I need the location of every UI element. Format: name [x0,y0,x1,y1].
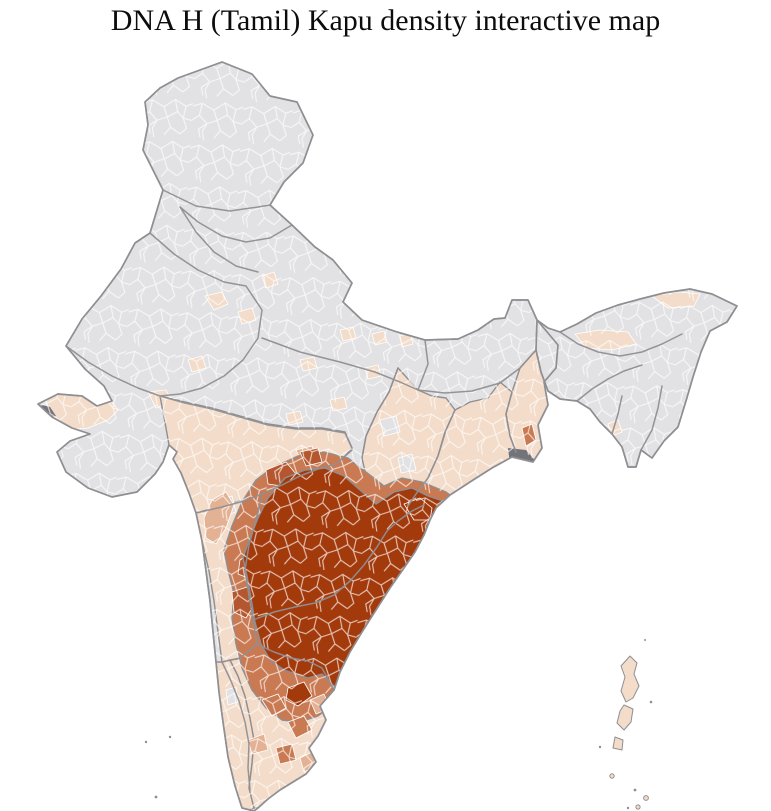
island-dot-2 [649,700,653,704]
island-lakshadweep-1[interactable] [144,740,148,744]
district-borders-overlay [38,62,737,811]
island-lakshadweep-3[interactable] [154,795,158,799]
lakshadweep-islands[interactable] [144,735,172,799]
district-tn-nodata[interactable] [325,701,339,719]
island-dot-3 [633,788,637,792]
coastline-northeast [535,288,738,468]
island-south-andaman[interactable] [616,704,634,731]
state-borders [65,189,683,791]
island-dot-4 [626,806,630,810]
choropleth-regions [38,62,737,811]
island-little-andaman[interactable] [612,736,624,751]
coastline-mainland [37,61,559,811]
island-dot-5 [598,745,602,749]
island-nicobar-2[interactable] [635,804,641,810]
island-north-andaman[interactable] [620,655,640,703]
india-choropleth-map[interactable] [0,55,771,811]
island-car-nicobar[interactable] [609,773,615,779]
district-fringe-s[interactable] [331,687,353,709]
island-nicobar-1[interactable] [643,795,649,801]
island-lakshadweep-2[interactable] [168,735,172,739]
coastline [37,61,738,811]
island-dot-1 [644,639,646,641]
andaman-nicobar-islands[interactable] [598,639,653,810]
map-title: DNA H (Tamil) Kapu density interactive m… [110,4,661,37]
